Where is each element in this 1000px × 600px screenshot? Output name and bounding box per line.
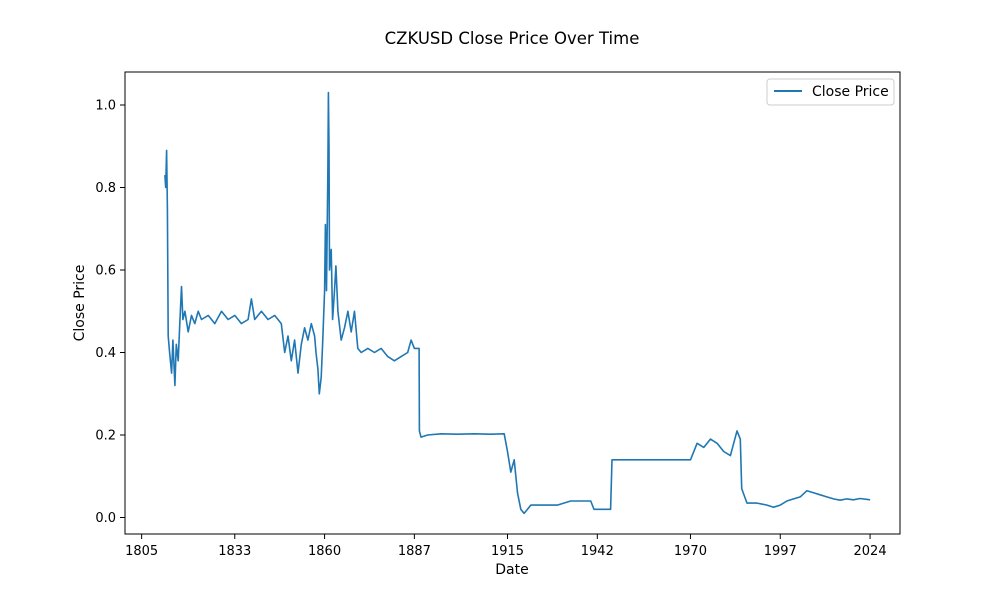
x-tick-label: 1942 [581, 544, 614, 559]
x-tick-label: 1887 [398, 544, 431, 559]
plot-background [125, 72, 900, 534]
y-tick-label: 0.6 [95, 264, 116, 279]
y-axis: 0.0 0.2 0.4 0.6 0.8 1.0 [95, 99, 125, 526]
x-axis: 1805 1833 1860 1887 1915 1942 1970 1997 2024 [125, 534, 887, 559]
plot-frame [124, 71, 901, 535]
x-tick-label: 1915 [491, 544, 524, 559]
series-line-0 [164, 91, 871, 515]
plot-area [124, 71, 901, 535]
x-axis-title: Date [495, 562, 528, 578]
y-tick-label: 1.0 [95, 99, 116, 114]
chart-title: CZKUSD Close Price Over Time [385, 29, 640, 48]
y-tick-label: 0.0 [95, 511, 116, 526]
x-tick-label: 1833 [218, 544, 251, 559]
x-tick-label: 1860 [308, 544, 341, 559]
y-tick-label: 0.8 [95, 181, 116, 196]
x-tick-label: 1970 [674, 544, 707, 559]
y-tick-label: 0.2 [95, 429, 116, 444]
y-axis-title: Close Price [72, 265, 88, 342]
series-layer [164, 91, 871, 515]
legend-box [766, 78, 895, 106]
x-tick-label: 1805 [125, 544, 158, 559]
x-tick-label: 1997 [764, 544, 797, 559]
legend: Close Price [766, 78, 895, 106]
y-tick-label: 0.4 [95, 346, 116, 361]
legend-label: Close Price [812, 84, 889, 100]
x-tick-label: 2024 [854, 544, 887, 559]
